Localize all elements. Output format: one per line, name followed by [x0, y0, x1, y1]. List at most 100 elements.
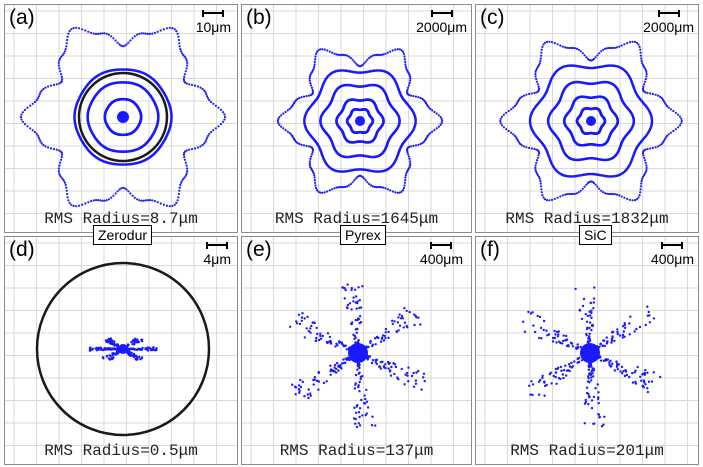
spot-point [554, 333, 557, 336]
spot-point [384, 366, 387, 370]
spot-point [99, 199, 102, 202]
spot-point [398, 313, 401, 316]
spot-point [181, 179, 184, 182]
spot-diagram-panel-c: (c) 2000μm RMS Radius=1832μm [475, 4, 699, 233]
spot-point [667, 106, 670, 109]
spot-point [634, 380, 637, 384]
spot-point [31, 129, 34, 132]
spot-point [391, 322, 394, 326]
spot-point [399, 317, 403, 320]
spot-point [66, 192, 69, 196]
panel-label: (d) [9, 238, 35, 261]
spot-point [31, 102, 34, 105]
spot-point [349, 182, 352, 186]
spot-point [294, 386, 298, 389]
spot-point [585, 56, 588, 59]
spot-point [554, 367, 558, 371]
spot-point [534, 164, 537, 167]
spot-point [584, 398, 587, 402]
spot-point [606, 47, 609, 50]
spot-point [386, 188, 389, 191]
spot-point [357, 286, 360, 289]
rms-radius-text: RMS Radius=201μm [510, 442, 664, 460]
spot-point [440, 117, 443, 121]
spot-point [47, 146, 50, 149]
spot-point [644, 369, 647, 372]
spot-point [374, 361, 378, 364]
spot-point [61, 153, 64, 156]
spot-point [55, 148, 58, 151]
spot-point [145, 348, 149, 351]
spot-point [313, 63, 316, 66]
spot-point [638, 45, 641, 49]
spot-point [407, 155, 410, 158]
spot-point [333, 363, 337, 367]
spot-point [387, 330, 390, 334]
spot-point [153, 200, 156, 203]
spot-point [623, 322, 626, 325]
spot-point [342, 344, 345, 347]
spot-point [353, 387, 357, 390]
spot-point [615, 360, 618, 363]
spot-point [499, 122, 502, 125]
spot-point [651, 146, 654, 150]
spot-point [650, 380, 654, 383]
spot-point [439, 116, 442, 119]
material-label-zerodur: Zerodur [93, 225, 153, 245]
spot-point [649, 147, 652, 150]
spot-point [583, 422, 586, 425]
spot-point [66, 38, 69, 42]
spot-point [374, 343, 377, 346]
spot-point [356, 300, 359, 303]
spot-point [620, 44, 623, 47]
spot-point [212, 129, 215, 132]
spot-point [284, 110, 287, 114]
spot-point [356, 176, 359, 179]
spot-point [536, 156, 539, 159]
spot-point [333, 366, 336, 369]
spot-point [144, 32, 147, 35]
spot-point [81, 28, 84, 31]
spot-point [570, 366, 573, 369]
spot-point [132, 352, 136, 356]
spot-point [298, 391, 301, 394]
spot-point [333, 187, 336, 190]
spot-point [207, 134, 210, 137]
spot-point [396, 376, 399, 379]
spot-point [420, 388, 423, 391]
spot-point [131, 37, 134, 40]
spot-point [310, 324, 313, 328]
spot-point [156, 30, 159, 33]
spot-point [326, 49, 329, 52]
spot-point [64, 48, 67, 51]
spot-point [515, 103, 518, 106]
spot-point [354, 177, 357, 180]
scale-bar: 400μm [651, 242, 694, 266]
spot-point [312, 172, 315, 175]
spot-point [568, 369, 571, 373]
spot-point [180, 50, 183, 53]
spot-point [587, 377, 590, 380]
spot-point [677, 113, 680, 116]
spot-point [219, 123, 223, 126]
spot-point [104, 347, 107, 350]
spot-point [639, 375, 642, 378]
spot-point [593, 422, 596, 425]
spot-point [664, 136, 667, 139]
spot-point [538, 62, 541, 65]
spot-point [529, 312, 533, 315]
spot-point [193, 147, 197, 150]
spot-point [346, 185, 349, 188]
spot-point [188, 148, 191, 151]
spot-point [613, 369, 616, 372]
spot-point [319, 337, 323, 340]
spot-point [540, 51, 543, 54]
spot-point [203, 89, 206, 92]
spot-point [352, 296, 355, 299]
spot-point [136, 33, 139, 36]
spot-point [656, 94, 660, 97]
spot-point [333, 52, 336, 55]
spot-point [594, 387, 597, 390]
spot-point [405, 67, 408, 70]
spot-point [552, 374, 555, 378]
